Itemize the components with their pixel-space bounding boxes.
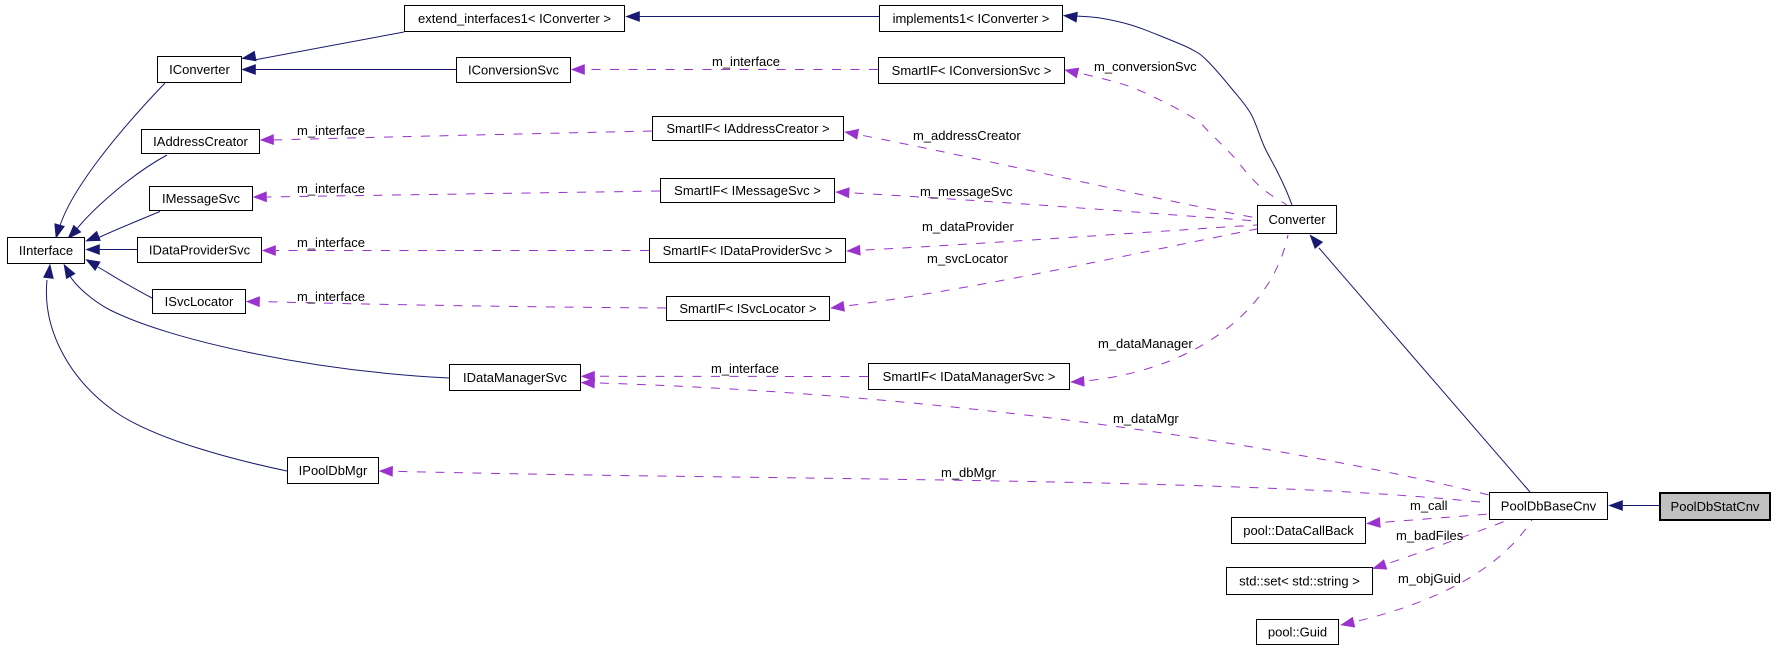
svg-text:m_dataProvider: m_dataProvider — [922, 219, 1014, 234]
svg-text:PoolDbBaseCnv: PoolDbBaseCnv — [1501, 499, 1597, 514]
svg-text:SmartIF< IMessageSvc >: SmartIF< IMessageSvc > — [674, 183, 821, 198]
svg-text:ISvcLocator: ISvcLocator — [165, 294, 234, 309]
svg-text:pool::Guid: pool::Guid — [1268, 625, 1327, 640]
svg-text:m_svcLocator: m_svcLocator — [927, 251, 1009, 266]
svg-text:m_interface: m_interface — [297, 289, 365, 304]
svg-text:Converter: Converter — [1268, 212, 1326, 227]
svg-text:m_call: m_call — [1410, 498, 1448, 513]
svg-text:PoolDbStatCnv: PoolDbStatCnv — [1671, 499, 1760, 514]
svg-text:SmartIF< IDataManagerSvc >: SmartIF< IDataManagerSvc > — [883, 369, 1056, 384]
svg-text:m_interface: m_interface — [297, 235, 365, 250]
svg-text:IInterface: IInterface — [19, 243, 73, 258]
svg-text:implements1< IConverter >: implements1< IConverter > — [893, 11, 1050, 26]
svg-text:m_objGuid: m_objGuid — [1398, 571, 1461, 586]
svg-text:pool::DataCallBack: pool::DataCallBack — [1243, 523, 1354, 538]
svg-text:SmartIF< IDataProviderSvc >: SmartIF< IDataProviderSvc > — [663, 243, 833, 258]
svg-text:SmartIF< IAddressCreator >: SmartIF< IAddressCreator > — [666, 121, 829, 136]
svg-text:m_interface: m_interface — [297, 123, 365, 138]
svg-text:extend_interfaces1< IConverter: extend_interfaces1< IConverter > — [418, 11, 611, 26]
svg-text:m_badFiles: m_badFiles — [1396, 528, 1464, 543]
svg-text:m_dbMgr: m_dbMgr — [941, 465, 997, 480]
svg-text:m_interface: m_interface — [712, 54, 780, 69]
svg-text:m_messageSvc: m_messageSvc — [920, 184, 1013, 199]
svg-text:m_conversionSvc: m_conversionSvc — [1094, 59, 1197, 74]
svg-text:m_dataManager: m_dataManager — [1098, 336, 1193, 351]
svg-text:IDataManagerSvc: IDataManagerSvc — [463, 370, 568, 385]
svg-text:IAddressCreator: IAddressCreator — [153, 134, 248, 149]
svg-text:IDataProviderSvc: IDataProviderSvc — [149, 243, 251, 258]
svg-text:m_dataMgr: m_dataMgr — [1113, 411, 1179, 426]
svg-text:IMessageSvc: IMessageSvc — [162, 191, 241, 206]
svg-text:m_addressCreator: m_addressCreator — [913, 128, 1021, 143]
svg-text:IConverter: IConverter — [169, 62, 230, 77]
svg-text:SmartIF< ISvcLocator >: SmartIF< ISvcLocator > — [679, 301, 816, 316]
svg-text:std::set< std::string >: std::set< std::string > — [1239, 574, 1360, 589]
svg-text:m_interface: m_interface — [711, 361, 779, 376]
svg-text:SmartIF< IConversionSvc >: SmartIF< IConversionSvc > — [892, 63, 1052, 78]
svg-text:IConversionSvc: IConversionSvc — [468, 63, 560, 78]
svg-text:m_interface: m_interface — [297, 181, 365, 196]
svg-text:IPoolDbMgr: IPoolDbMgr — [299, 463, 368, 478]
